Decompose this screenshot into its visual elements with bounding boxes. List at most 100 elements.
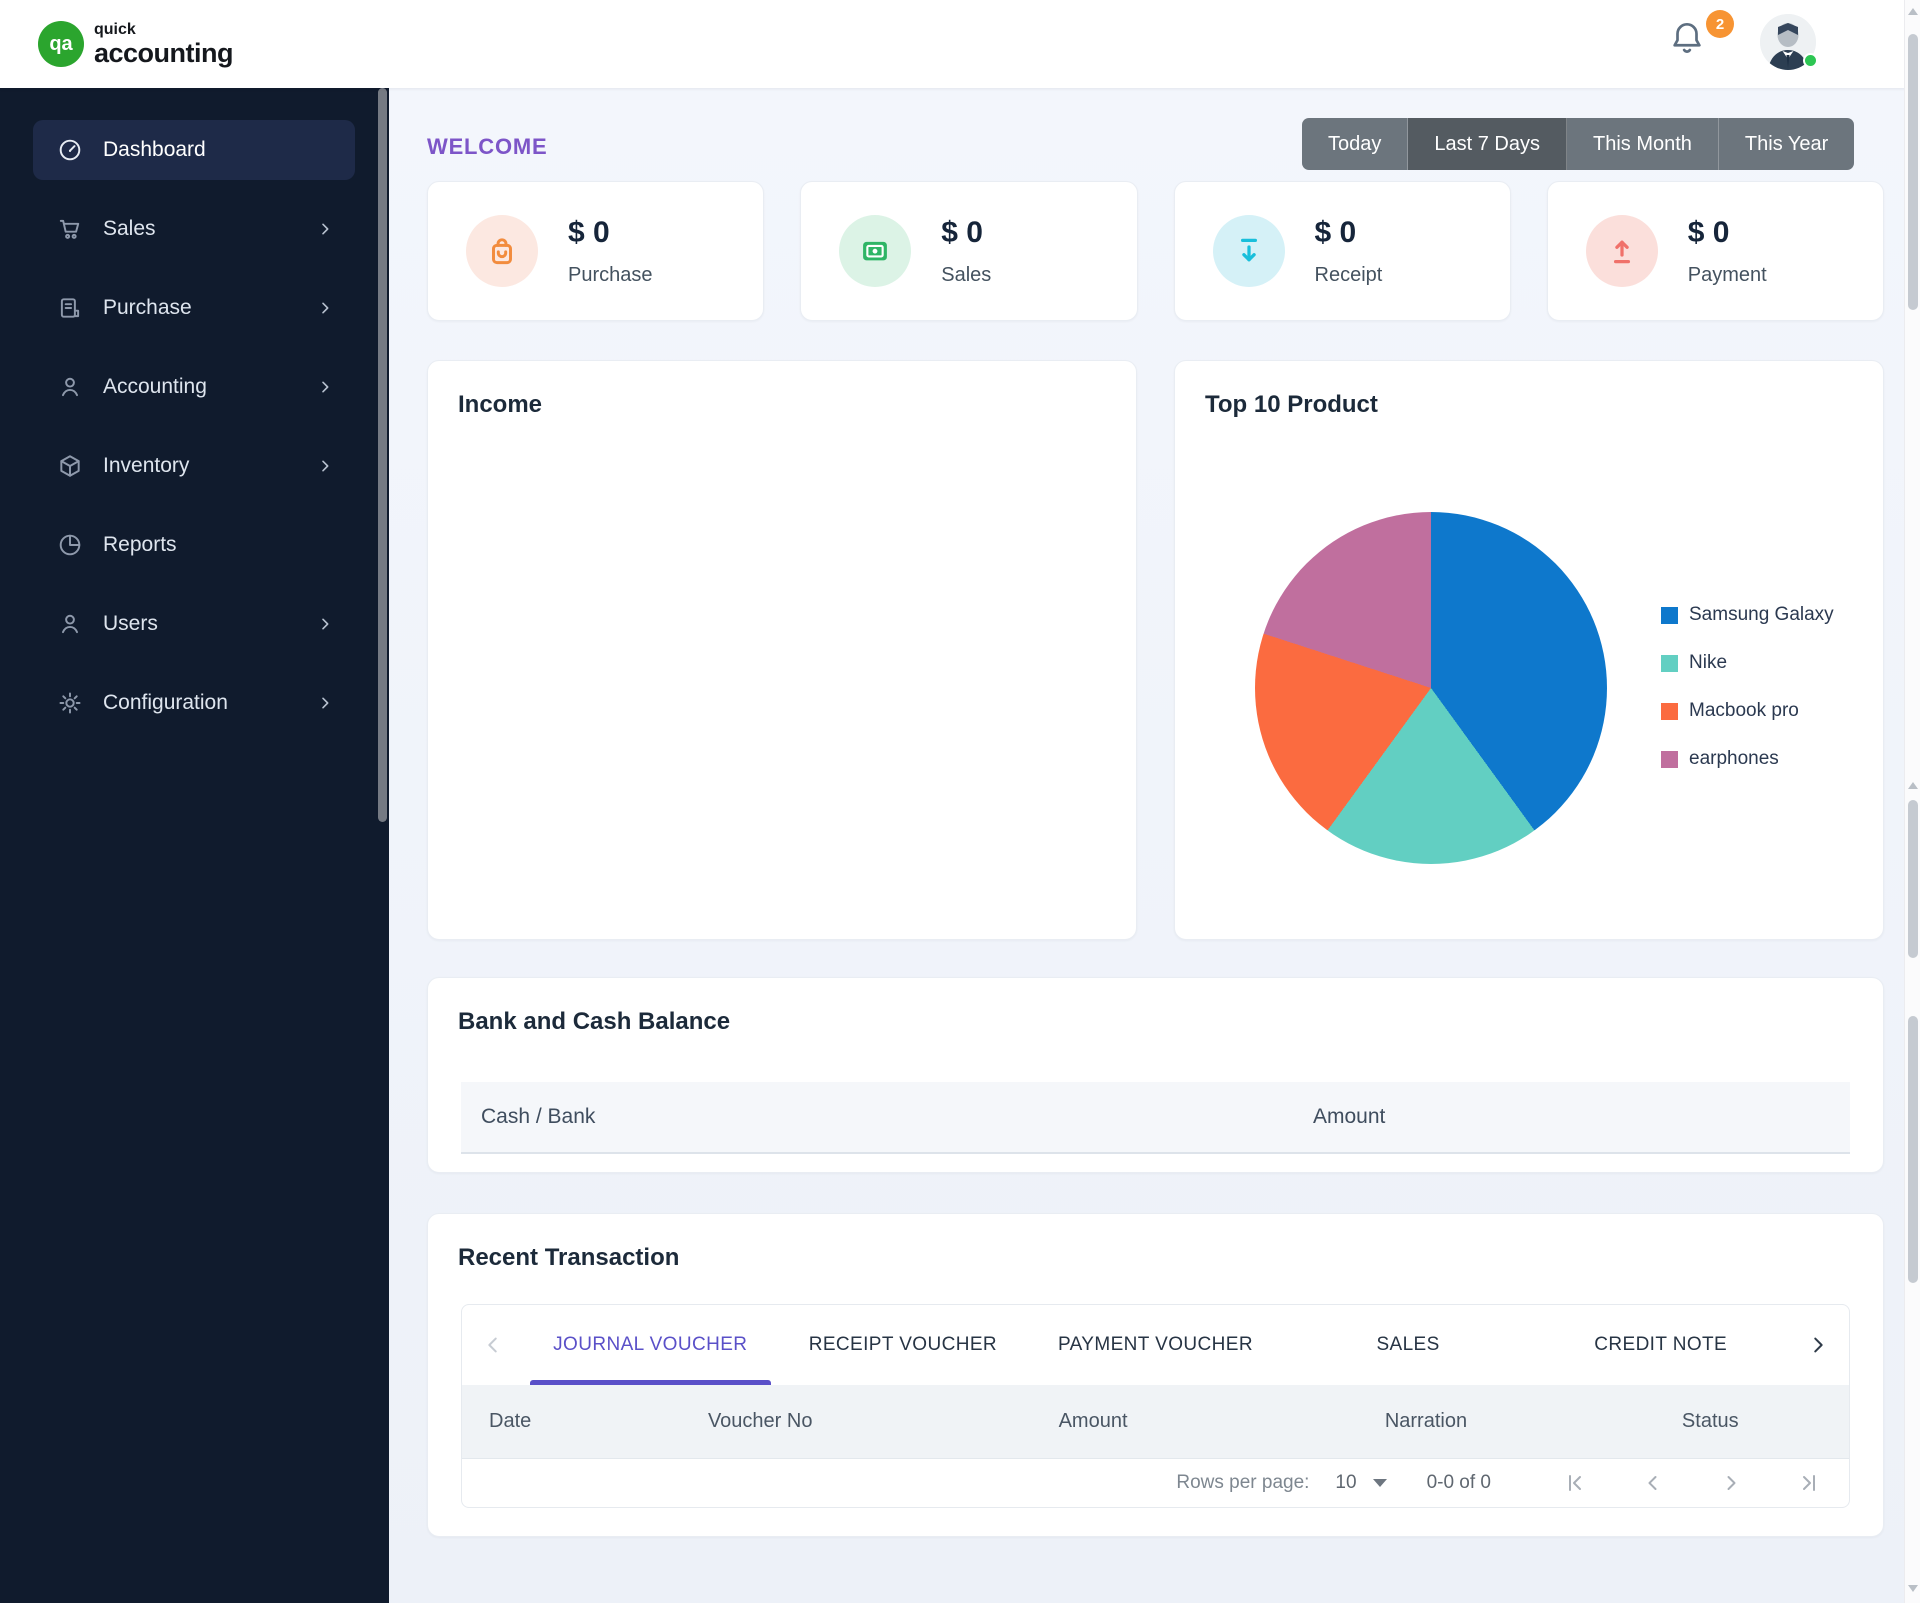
user-icon [57,611,83,637]
pie-legend: Samsung Galaxy Nike Macbook pro earphone… [1661,604,1834,770]
tab-receipt-voucher[interactable]: RECEIPT VOUCHER [777,1305,1030,1385]
last-page-icon [1797,1471,1821,1495]
legend-item-samsung-galaxy[interactable]: Samsung Galaxy [1661,604,1834,626]
notification-count-badge: 2 [1706,10,1734,38]
tab-credit-note[interactable]: CREDIT NOTE [1534,1305,1787,1385]
status-column-header: Status [1681,1410,1739,1432]
sidebar-item-users[interactable]: Users [33,594,355,654]
sidebar-item-label: Dashboard [103,138,206,161]
pagination-range-text: 0-0 of 0 [1426,1472,1491,1493]
tab-sales[interactable]: SALES [1282,1305,1535,1385]
sidebar-item-sales[interactable]: Sales [33,199,355,259]
chevron-right-icon [1719,1471,1743,1495]
bank-cash-balance-card: Bank and Cash Balance Cash / Bank Amount [427,977,1884,1173]
top-bar: qa quick accounting 2 [0,0,1920,88]
logo-line1: quick [94,20,136,38]
previous-page-button[interactable] [1631,1463,1675,1503]
money-bill-icon [839,215,912,287]
main-content: WELCOME Today Last 7 Days This Month Thi… [389,88,1920,1603]
legend-item-macbook-pro[interactable]: Macbook pro [1661,700,1834,722]
sidebar-item-label: Configuration [103,691,228,714]
amount-column-header: Amount [1058,1410,1128,1432]
online-status-dot [1803,53,1818,68]
filter-last7days-button[interactable]: Last 7 Days [1408,118,1567,170]
rows-per-page-select[interactable]: 10 [1335,1472,1387,1494]
caret-down-icon [1372,1479,1387,1487]
sidebar-item-purchase[interactable]: Purchase [33,278,355,338]
scrollbar-thumb[interactable] [1908,1016,1918,1283]
income-card-title: Income [458,391,543,418]
scrollbar-thumb[interactable] [1908,34,1918,310]
chevron-left-icon [1641,1471,1665,1495]
top-products-pie-chart [1255,512,1607,864]
sidebar-item-label: Purchase [103,296,192,319]
sidebar-item-reports[interactable]: Reports [33,515,355,575]
next-page-button[interactable] [1709,1463,1753,1503]
payment-value: $ 0 [1687,215,1730,249]
filter-thismonth-button[interactable]: This Month [1566,118,1719,170]
shopping-bag-icon [466,215,538,287]
narration-column-header: Narration [1384,1410,1468,1432]
date-range-filter-group: Today Last 7 Days This Month This Year [1302,118,1855,170]
avatar-image [1760,14,1816,70]
rows-per-page-label: Rows per page: [1176,1472,1310,1493]
scroll-up-arrow-icon[interactable] [1908,782,1918,789]
sidebar-item-label: Inventory [103,454,190,477]
legend-label: Nike [1689,652,1728,673]
last-page-button[interactable] [1787,1463,1831,1503]
chevron-right-icon [317,379,333,395]
stat-cards-row: $ 0 Purchase $ 0 Sales [427,181,1884,321]
first-page-button[interactable] [1553,1463,1597,1503]
legend-label: Samsung Galaxy [1689,604,1834,625]
user-avatar[interactable] [1760,14,1818,70]
sales-label: Sales [941,263,992,286]
top-products-title: Top 10 Product [1205,391,1378,418]
legend-label: Macbook pro [1689,700,1799,721]
scroll-up-arrow-icon[interactable] [1908,8,1918,15]
receipt-label: Receipt [1314,263,1383,286]
date-column-header: Date [489,1410,532,1432]
legend-swatch-icon [1661,654,1678,672]
income-chart-card: Income [427,360,1137,940]
sidebar-item-dashboard[interactable]: Dashboard [33,120,355,180]
pie-chart-icon [57,532,83,558]
legend-item-nike[interactable]: Nike [1661,652,1834,674]
bell-icon [1668,18,1728,56]
sidebar-item-inventory[interactable]: Inventory [33,436,355,496]
scrollbar-thumb[interactable] [1908,800,1918,958]
notifications-button[interactable]: 2 [1668,10,1734,74]
legend-item-earphones[interactable]: earphones [1661,748,1834,770]
chevron-right-icon [317,695,333,711]
sidebar-item-accounting[interactable]: Accounting [33,357,355,417]
payment-label: Payment [1687,263,1767,286]
sidebar-item-label: Sales [103,217,156,240]
sidebar-item-configuration[interactable]: Configuration [33,673,355,733]
chevron-right-icon [317,616,333,632]
welcome-heading: WELCOME [427,134,548,159]
arrow-up-from-bar-icon [1585,215,1658,287]
tab-payment-voucher[interactable]: PAYMENT VOUCHER [1029,1305,1282,1385]
sidebar-item-label: Users [103,612,158,635]
scroll-down-arrow-icon[interactable] [1908,1585,1918,1592]
sidebar-scrollbar-thumb[interactable] [378,88,387,822]
package-icon [57,453,83,479]
arrow-down-to-bar-icon [1212,215,1285,287]
chevron-left-icon [482,1334,504,1356]
logo-circle-icon: qa [38,21,84,67]
sales-stat-card: $ 0 Sales [800,181,1138,321]
tabs-scroll-left-button[interactable] [462,1305,524,1385]
amount-column-header: Amount [1313,1105,1386,1128]
tab-journal-voucher[interactable]: JOURNAL VOUCHER [524,1305,777,1385]
recent-transaction-card: Recent Transaction JOURNAL VOUCHER RECEI… [427,1213,1884,1537]
user-icon [57,374,83,400]
filter-thisyear-button[interactable]: This Year [1718,118,1855,170]
logo-line2: accounting [94,37,234,68]
sidebar-nav: Dashboard Sales Purch [0,88,389,1603]
page-scrollbar[interactable] [1904,0,1920,1603]
chevron-right-icon [1807,1334,1829,1356]
top-products-card: Top 10 Product Samsung Galaxy Nike Macbo… [1174,360,1884,940]
tabs-scroll-right-button[interactable] [1787,1305,1849,1385]
chevron-right-icon [317,221,333,237]
filter-today-button[interactable]: Today [1302,118,1409,170]
